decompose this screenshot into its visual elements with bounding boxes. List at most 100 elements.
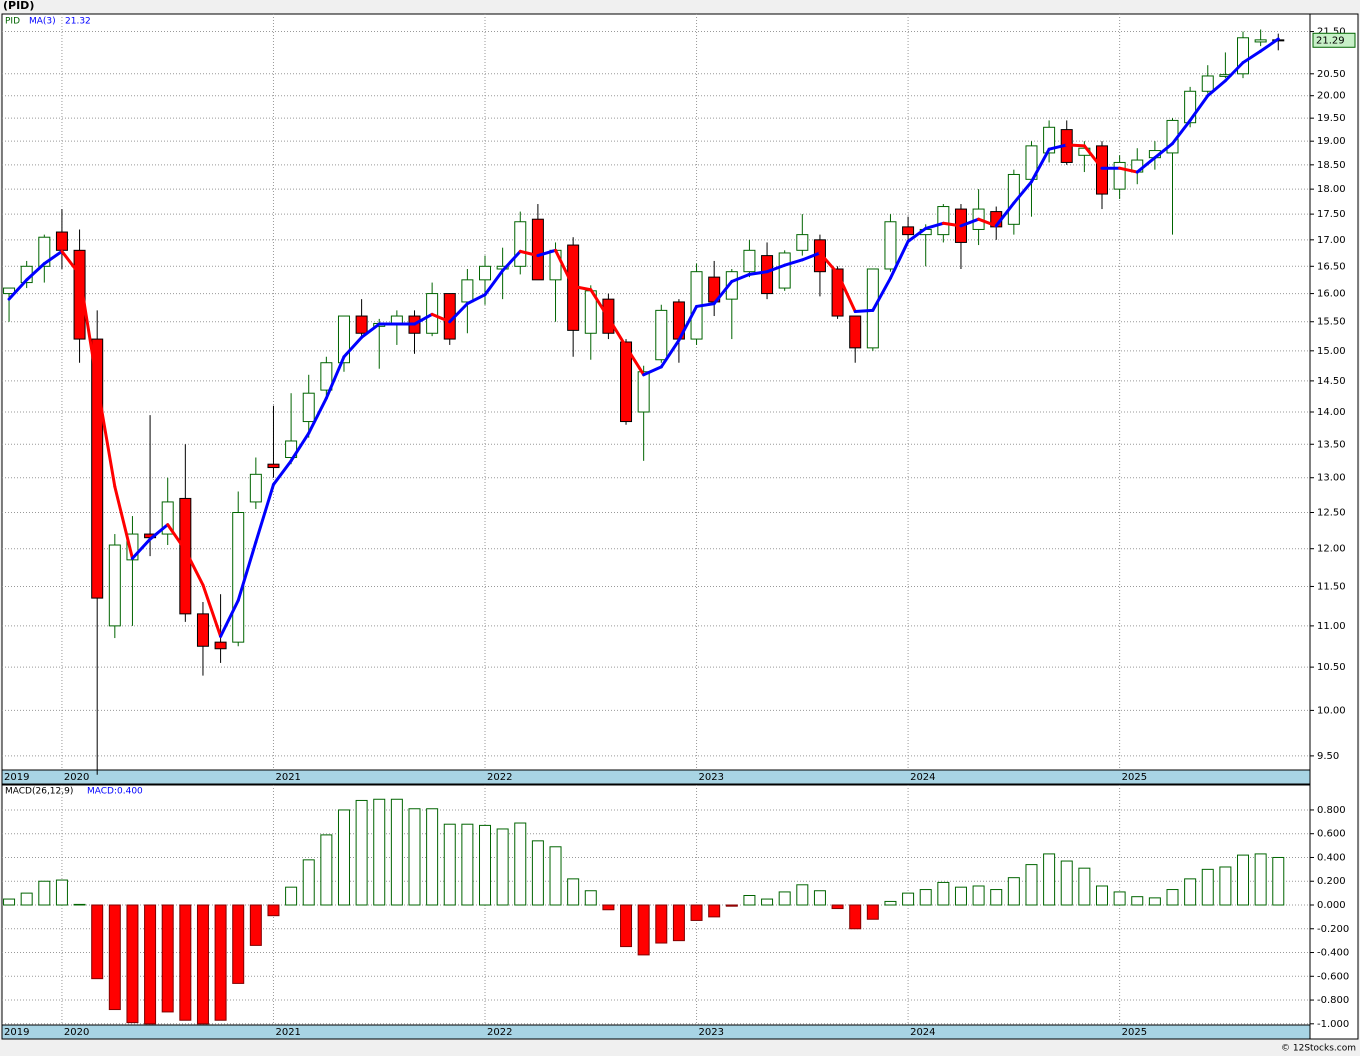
ma-segment	[148, 523, 170, 541]
ma-segment	[219, 598, 240, 638]
x-tick-label: 2019	[4, 1027, 29, 1038]
macd-bar	[496, 828, 509, 906]
y-tick-label: -0.800	[1317, 995, 1349, 1006]
ma-segment	[624, 345, 646, 377]
candle-body	[320, 362, 333, 391]
macd-bar	[337, 809, 350, 906]
y-tick-label: 9.50	[1317, 751, 1339, 762]
ma-segment	[1223, 61, 1245, 83]
y-tick-label: 11.50	[1317, 581, 1346, 592]
ma-segment	[1135, 156, 1157, 174]
candle-body	[743, 249, 756, 273]
macd-bar	[373, 798, 386, 906]
ma-segment	[60, 249, 82, 276]
y-tick-label: 17.50	[1317, 209, 1346, 220]
y-tick-label: 18.00	[1317, 184, 1346, 195]
x-tick-label: 2025	[1122, 1027, 1147, 1038]
candle-body	[1201, 75, 1214, 92]
ma-segment	[236, 540, 258, 602]
ma-segment	[201, 583, 223, 638]
y-tick-label: 0.200	[1317, 876, 1346, 887]
candle-body	[355, 315, 368, 334]
ma-segment	[1171, 118, 1192, 146]
ma-segment	[1065, 143, 1086, 148]
ma-segment	[659, 338, 681, 369]
macd-bar	[655, 904, 668, 944]
price-panel	[1, 13, 1311, 771]
legend-macd: MACD(26,12,9)	[5, 787, 73, 797]
x-tick-label: 2021	[275, 1027, 300, 1038]
ma-segment	[7, 278, 29, 301]
macd-bar	[179, 904, 192, 1021]
ma-segment	[1188, 94, 1210, 122]
ma-segment	[1082, 144, 1104, 170]
y-tick-label: 19.50	[1317, 113, 1346, 124]
ma-segment	[271, 459, 293, 487]
macd-bar	[320, 834, 333, 906]
x-tick-label: 2023	[699, 772, 724, 783]
macd-bar	[1007, 877, 1020, 906]
macd-bar	[620, 904, 633, 948]
candle-body	[620, 341, 633, 423]
ma-segment	[483, 269, 505, 297]
ma-segment	[465, 293, 487, 306]
legend-ma: MA(3)	[29, 17, 56, 27]
candle-body	[655, 309, 668, 361]
ma-segment	[818, 251, 840, 275]
ma-segment	[25, 262, 46, 282]
ma-segment	[730, 272, 751, 283]
macd-bar	[1131, 896, 1144, 906]
y-tick-label: 16.00	[1317, 289, 1346, 300]
macd-bar	[408, 808, 421, 906]
axis-panel	[1309, 13, 1359, 1040]
y-tick-label: 11.00	[1317, 621, 1346, 632]
date-band	[1, 1024, 1311, 1040]
macd-bar	[390, 798, 403, 906]
ma-segment	[518, 249, 540, 258]
macd-bar	[55, 879, 68, 906]
y-tick-label: 20.50	[1317, 69, 1346, 80]
x-tick-label: 2020	[64, 1027, 89, 1038]
macd-bar	[214, 904, 227, 1021]
x-tick-label: 2024	[910, 1027, 935, 1038]
macd-bar	[884, 900, 897, 906]
ma-segment	[853, 308, 875, 314]
y-tick-label: 20.00	[1317, 91, 1346, 102]
candle-body	[514, 221, 527, 267]
ma-segment	[765, 263, 787, 274]
ma-segment	[871, 276, 892, 312]
ma-segment	[501, 249, 522, 273]
candle-body	[285, 440, 298, 458]
candle-body	[778, 252, 791, 289]
ma-segment	[712, 279, 734, 306]
chart-title: (PID)	[3, 0, 34, 12]
macd-bar	[708, 904, 721, 918]
macd-bar	[796, 884, 809, 906]
y-tick-label: 13.50	[1317, 439, 1346, 450]
x-tick-label: 2021	[275, 772, 300, 783]
candle-body	[1007, 173, 1020, 225]
y-tick-label: 18.50	[1317, 160, 1346, 171]
legend-ma-value: 21.32	[65, 17, 91, 27]
legend-macd-value: MACD:0.400	[87, 787, 143, 797]
ma-segment	[183, 548, 205, 587]
macd-bar	[1060, 860, 1073, 906]
ma-segment	[42, 249, 64, 266]
macd-bar	[1095, 885, 1108, 906]
macd-bar	[514, 822, 527, 906]
candle-body	[831, 268, 844, 317]
macd-bar	[813, 890, 826, 906]
y-tick-label: 0.800	[1317, 805, 1346, 816]
macd-bar	[672, 904, 685, 942]
candle-body	[196, 613, 209, 647]
y-tick-label: 0.600	[1317, 829, 1346, 840]
candle-body	[161, 501, 174, 535]
macd-bar	[302, 859, 315, 906]
macd-bar	[426, 808, 439, 906]
candle-body	[214, 641, 227, 650]
macd-bar	[743, 894, 756, 906]
macd-bar	[902, 892, 915, 906]
candle-body	[902, 226, 915, 236]
ma-segment	[307, 396, 328, 435]
y-tick-label: -0.400	[1317, 948, 1349, 959]
